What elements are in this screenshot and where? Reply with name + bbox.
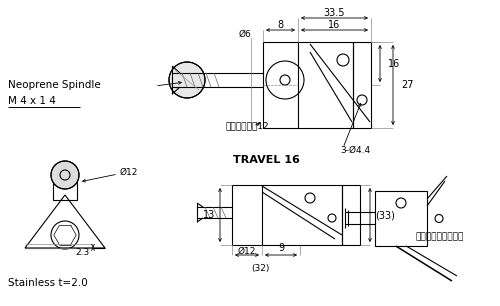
Text: Neoprene Spindle: Neoprene Spindle: [8, 80, 101, 90]
Text: 33.5: 33.5: [324, 8, 345, 18]
Text: (33): (33): [375, 210, 395, 220]
Text: 16: 16: [388, 58, 400, 69]
Text: 27: 27: [401, 80, 413, 90]
Text: M 4 x 1 4: M 4 x 1 4: [8, 96, 56, 106]
Bar: [232, 185, 342, 245]
Text: Ø12: Ø12: [238, 247, 256, 256]
Text: Stainless t=2.0: Stainless t=2.0: [8, 278, 88, 288]
Text: 8: 8: [278, 20, 283, 30]
Bar: [375, 191, 427, 246]
Text: 2.3: 2.3: [76, 248, 90, 256]
Text: Ø6: Ø6: [238, 29, 252, 39]
Text: Ø12: Ø12: [120, 167, 139, 177]
Bar: [353, 42, 371, 128]
Bar: [263, 42, 353, 128]
Bar: [53, 182, 77, 200]
Circle shape: [169, 62, 205, 98]
Bar: [342, 185, 360, 245]
Text: (32): (32): [251, 263, 269, 273]
Circle shape: [51, 161, 79, 189]
Text: 13: 13: [203, 210, 215, 220]
Text: 9: 9: [278, 243, 284, 253]
Text: めねじ有効長12: めねじ有効長12: [226, 121, 270, 130]
Text: TRAVEL 16: TRAVEL 16: [233, 155, 300, 165]
Text: 〈アンクランプ時〉: 〈アンクランプ時〉: [416, 233, 464, 241]
Text: 16: 16: [328, 20, 340, 30]
Text: 3-Ø4.4: 3-Ø4.4: [340, 145, 370, 155]
